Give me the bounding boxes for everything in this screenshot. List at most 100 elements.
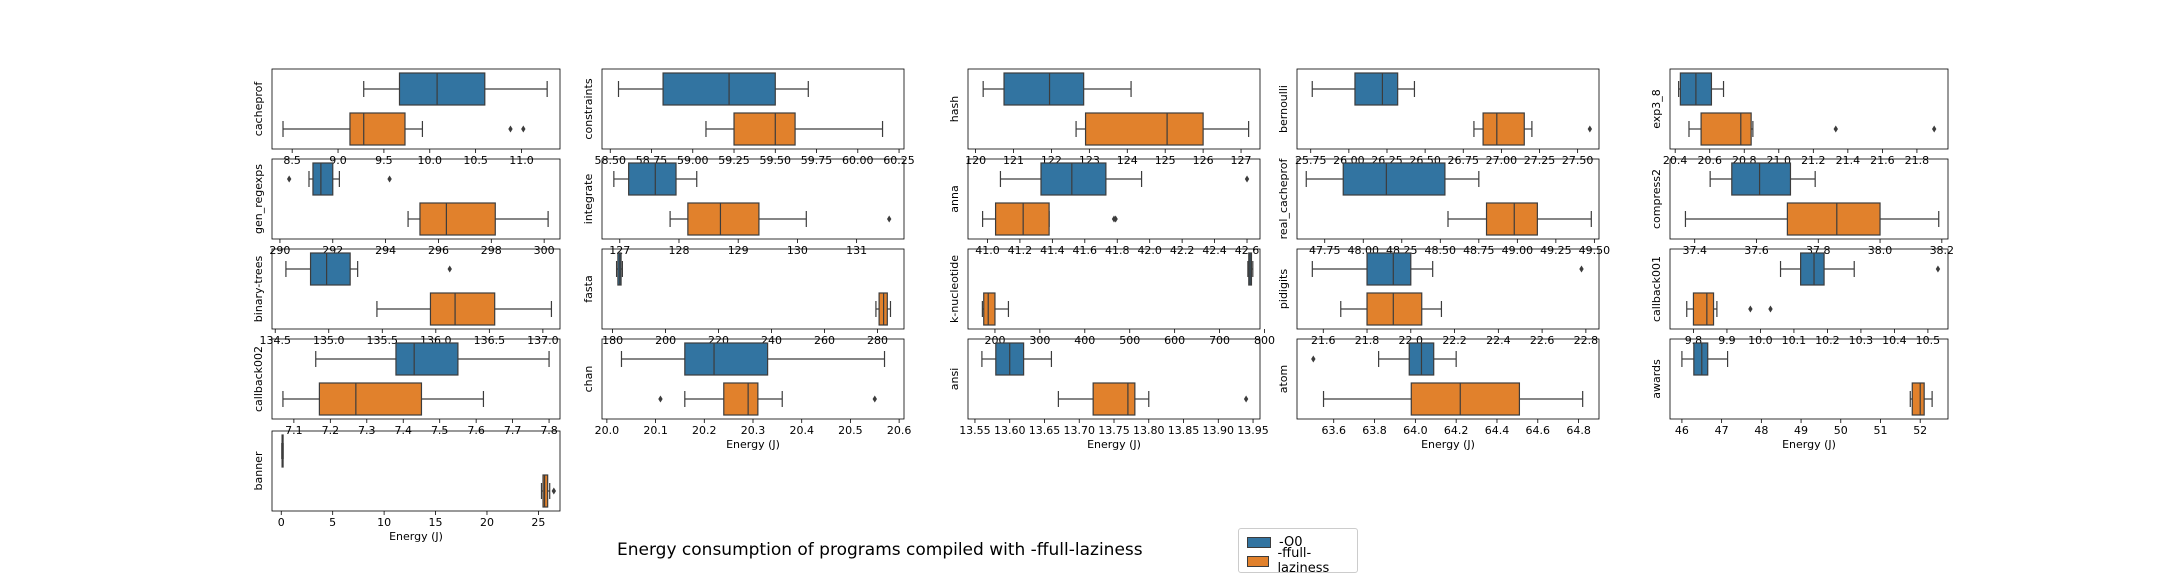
x-tick-label: 64.0: [1403, 424, 1428, 437]
x-tick-label: 48.50: [1425, 244, 1457, 257]
x-tick-label: 13.75: [1098, 424, 1130, 437]
box-ffull-laziness: [981, 292, 1010, 326]
box-o0: [1681, 342, 1729, 376]
x-tick-label: 20.6: [887, 424, 912, 437]
y-axis-label: ansi: [948, 368, 961, 391]
box-iqr: [1366, 252, 1412, 286]
x-tick-label: 130: [787, 244, 808, 257]
box-o0: [613, 162, 698, 196]
x-tick-label: 48.75: [1463, 244, 1495, 257]
box-ffull-laziness: [407, 202, 549, 236]
box-o0: [1311, 342, 1457, 376]
x-tick-label: 13.85: [1168, 424, 1200, 437]
box-iqr: [1410, 382, 1521, 416]
axes-frame: [1669, 248, 1949, 330]
outlier-point: [521, 125, 526, 133]
box-o0: [1779, 252, 1941, 286]
box-o0: [617, 72, 809, 106]
subplot-chan: 20.0 20.1 20.2 20.3 20.4 20.5 20.6 chan Energy (…: [582, 338, 912, 451]
x-tick-label: 125: [1155, 154, 1176, 167]
outlier-point: [1311, 355, 1316, 363]
box-o0: [363, 72, 548, 106]
x-tick-label: 59.00: [677, 154, 709, 167]
x-tick-label: 135.0: [313, 334, 345, 347]
outlier-point: [872, 395, 877, 403]
box-iqr: [395, 342, 459, 376]
x-tick-label: 7.6: [467, 424, 485, 437]
x-tick-label: 49: [1794, 424, 1808, 437]
x-tick-label: 64.6: [1526, 424, 1551, 437]
box-iqr: [318, 382, 423, 416]
axes-frame: [601, 68, 905, 150]
box-iqr: [723, 382, 759, 416]
axes-frame: [601, 158, 905, 240]
x-axis-label: Energy (J): [1087, 438, 1141, 451]
axes-frame: [271, 248, 561, 330]
outlier-point: [508, 125, 513, 133]
box-ffull-laziness: [1447, 202, 1592, 236]
box-iqr: [687, 202, 760, 236]
outlier-point: [1748, 305, 1753, 313]
subplot-constraints: 58.50 58.75 59.00 59.25 59.50 59.75 60.00 60.25…: [582, 68, 915, 167]
axes-frame: [1296, 68, 1600, 150]
box-iqr: [1003, 72, 1085, 106]
axes-frame: [1669, 338, 1949, 420]
x-tick-label: 49.25: [1540, 244, 1572, 257]
axes-frame: [1296, 158, 1600, 240]
x-tick-label: 137.0: [527, 334, 559, 347]
axes-frame: [1669, 158, 1949, 240]
subplot-binary-trees: 134.5 135.0 135.5 136.0 136.5 137.0binary-tre…: [252, 248, 561, 347]
x-tick-label: 25.75: [1295, 154, 1327, 167]
legend-swatch-ffull-laziness: [1247, 555, 1270, 567]
axes-frame: [967, 248, 1261, 330]
x-tick-label: 296: [428, 244, 449, 257]
axes-frame: [967, 68, 1261, 150]
x-tick-label: 49.50: [1579, 244, 1611, 257]
x-tick-label: 13.70: [1063, 424, 1095, 437]
box-iqr: [398, 72, 486, 106]
x-tick-label: 21.6: [1870, 154, 1895, 167]
box-iqr: [1084, 112, 1204, 146]
axes-frame: [271, 338, 561, 420]
x-axis-label: Energy (J): [389, 530, 443, 543]
box-o0: [981, 342, 1053, 376]
box-iqr: [309, 252, 351, 286]
x-tick-label: 20.4: [1663, 154, 1688, 167]
x-tick-label: 41.0: [975, 244, 1000, 257]
box-o0: [1305, 162, 1480, 196]
x-tick-label: 700: [1209, 334, 1230, 347]
y-axis-label: constraints: [582, 78, 595, 139]
box-iqr: [1800, 252, 1825, 286]
x-tick-label: 136.5: [474, 334, 506, 347]
legend-item-ffull-laziness: -ffull-laziness: [1247, 546, 1357, 576]
x-tick-label: 60.00: [842, 154, 874, 167]
box-iqr: [994, 202, 1050, 236]
subplot-ansi: 13.55 13.60 13.65 13.70 13.75 13.80 13.85 13.90…: [948, 338, 1269, 451]
box-o0: [315, 342, 550, 376]
x-tick-label: 300: [1029, 334, 1050, 347]
box-o0: [1311, 72, 1416, 106]
x-tick-label: 129: [728, 244, 749, 257]
x-tick-label: 5: [329, 516, 336, 529]
x-tick-label: 10.0: [418, 154, 443, 167]
outlier-point: [658, 395, 663, 403]
x-tick-label: 134.5: [259, 334, 291, 347]
x-tick-label: 9.0: [329, 154, 347, 167]
box-iqr: [662, 72, 776, 106]
y-axis-label: binary-trees: [252, 256, 265, 323]
x-tick-label: 47.75: [1309, 244, 1341, 257]
x-tick-label: 52: [1913, 424, 1927, 437]
x-tick-label: 41.4: [1040, 244, 1065, 257]
box-o0: [1709, 162, 1816, 196]
axes-frame: [1296, 248, 1600, 330]
box-iqr: [542, 474, 549, 508]
x-tick-label: 41.6: [1073, 244, 1098, 257]
x-tick-label: 59.75: [801, 154, 833, 167]
outlier-point: [551, 487, 557, 495]
x-tick-label: 7.2: [322, 424, 340, 437]
x-tick-label: 127: [609, 244, 630, 257]
x-tick-label: 20.2: [692, 424, 717, 437]
x-tick-label: 131: [846, 244, 867, 257]
x-tick-label: 800: [1254, 334, 1275, 347]
